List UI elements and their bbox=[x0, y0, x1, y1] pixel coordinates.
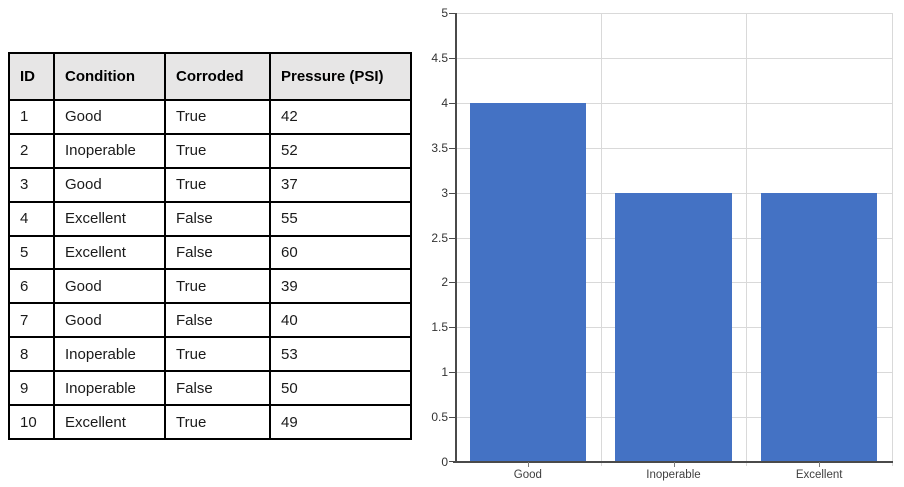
table-cell: Good bbox=[53, 268, 166, 305]
bar-excellent bbox=[760, 192, 878, 461]
table-cell: True bbox=[164, 268, 271, 305]
table-cell: Excellent bbox=[53, 234, 166, 271]
table-cell: 2 bbox=[8, 132, 55, 169]
table-cell: Inoperable bbox=[53, 336, 166, 373]
table-cell: Inoperable bbox=[53, 370, 166, 407]
y-tick-label: 4 bbox=[441, 95, 448, 110]
table-cell: True bbox=[164, 166, 271, 203]
bar-good bbox=[469, 102, 587, 461]
x-axis-tick bbox=[527, 462, 529, 467]
column-header-id: ID bbox=[8, 52, 55, 101]
y-tick-label: 4.5 bbox=[431, 50, 448, 65]
y-tick-label: 5 bbox=[441, 6, 448, 20]
y-tick-label: 0.5 bbox=[431, 410, 448, 425]
pipe-data-table: ID Condition Corroded Pressure (PSI) 1 Good T… bbox=[8, 52, 412, 440]
table-cell: Good bbox=[53, 302, 166, 339]
y-axis-tick bbox=[449, 372, 455, 374]
condition-count-bar-chart: 5 4.5 4 3.5 3 2.5 2 1.5 1 0.5 0 Good Inoperable Exce… bbox=[420, 0, 904, 487]
gridline-horizontal bbox=[455, 102, 892, 104]
table-cell: 3 bbox=[8, 166, 55, 203]
table-cell: 53 bbox=[269, 336, 412, 373]
table-cell: 50 bbox=[269, 370, 412, 407]
x-axis-tick bbox=[673, 462, 675, 467]
gridline-horizontal bbox=[455, 13, 892, 14]
table-cell: Inoperable bbox=[53, 132, 166, 169]
x-axis-tick bbox=[819, 462, 821, 467]
y-axis-tick bbox=[449, 102, 455, 104]
table-row: 7 Good False 40 bbox=[8, 302, 412, 339]
y-tick-label: 3 bbox=[441, 185, 448, 200]
y-axis-tick bbox=[449, 13, 455, 14]
table-cell: 7 bbox=[8, 302, 55, 339]
x-tick-label: Excellent bbox=[795, 469, 843, 481]
y-axis-tick bbox=[449, 192, 455, 194]
table-cell: True bbox=[164, 99, 271, 135]
y-tick-label: 2.5 bbox=[431, 230, 448, 245]
table-row: 5 Excellent False 60 bbox=[8, 234, 412, 271]
table-row: 1 Good True 42 bbox=[8, 99, 412, 135]
x-tick-label: Good bbox=[513, 469, 542, 481]
table-cell: False bbox=[164, 200, 271, 237]
table-cell: 4 bbox=[8, 200, 55, 237]
table-row: 6 Good True 39 bbox=[8, 268, 412, 305]
y-tick-label: 3.5 bbox=[431, 140, 448, 155]
table-cell: 60 bbox=[269, 234, 412, 271]
table-cell: 37 bbox=[269, 166, 412, 203]
y-axis-line bbox=[455, 13, 457, 462]
table-header-row: ID Condition Corroded Pressure (PSI) bbox=[8, 52, 412, 101]
gridline-horizontal bbox=[455, 147, 892, 149]
x-tick-label: Inoperable bbox=[646, 469, 701, 481]
gridline-vertical bbox=[892, 13, 893, 466]
gridline-vertical bbox=[746, 13, 747, 466]
table-cell: False bbox=[164, 370, 271, 407]
chart-plot-area bbox=[449, 13, 893, 467]
y-axis-tick bbox=[449, 417, 455, 419]
table-cell: 49 bbox=[269, 404, 412, 440]
y-axis-tick bbox=[449, 327, 455, 329]
table-row: 9 Inoperable False 50 bbox=[8, 370, 412, 407]
column-header-condition: Condition bbox=[53, 52, 166, 101]
y-tick-label: 2 bbox=[441, 275, 448, 290]
table-row: 8 Inoperable True 53 bbox=[8, 336, 412, 373]
table-cell: 6 bbox=[8, 268, 55, 305]
table-cell: False bbox=[164, 302, 271, 339]
table-cell: 8 bbox=[8, 336, 55, 373]
table-cell: 55 bbox=[269, 200, 412, 237]
table-row: 10 Excellent True 49 bbox=[8, 404, 412, 440]
table-cell: Good bbox=[53, 166, 166, 203]
table-cell: Good bbox=[53, 99, 166, 135]
table-cell: 5 bbox=[8, 234, 55, 271]
table-row: 4 Excellent False 55 bbox=[8, 200, 412, 237]
table-cell: 52 bbox=[269, 132, 412, 169]
table-cell: 40 bbox=[269, 302, 412, 339]
gridline-vertical bbox=[601, 13, 602, 466]
column-header-corroded: Corroded bbox=[164, 52, 271, 101]
table-cell: Excellent bbox=[53, 200, 166, 237]
column-header-pressure-psi: Pressure (PSI) bbox=[269, 52, 412, 101]
y-tick-label: 1 bbox=[441, 365, 448, 380]
table-cell: 39 bbox=[269, 268, 412, 305]
y-axis-tick bbox=[449, 237, 455, 239]
table-cell: 9 bbox=[8, 370, 55, 407]
y-axis-tick bbox=[449, 461, 455, 462]
y-axis-tick bbox=[449, 282, 455, 284]
table-row: 2 Inoperable True 52 bbox=[8, 132, 412, 169]
y-axis-tick bbox=[449, 147, 455, 149]
gridline-horizontal bbox=[455, 57, 892, 59]
y-tick-label: 0 bbox=[441, 455, 448, 469]
table-cell: 10 bbox=[8, 404, 55, 440]
bar-inoperable bbox=[615, 192, 732, 461]
y-tick-label: 1.5 bbox=[431, 320, 448, 335]
table-cell: 1 bbox=[8, 99, 55, 135]
table-cell: True bbox=[164, 404, 271, 440]
y-axis-tick bbox=[449, 57, 455, 59]
table-cell: 42 bbox=[269, 99, 412, 135]
table-cell: False bbox=[164, 234, 271, 271]
x-axis-line bbox=[453, 461, 893, 463]
table-cell: Excellent bbox=[53, 404, 166, 440]
table-cell: True bbox=[164, 132, 271, 169]
table-row: 3 Good True 37 bbox=[8, 166, 412, 203]
table-cell: True bbox=[164, 336, 271, 373]
